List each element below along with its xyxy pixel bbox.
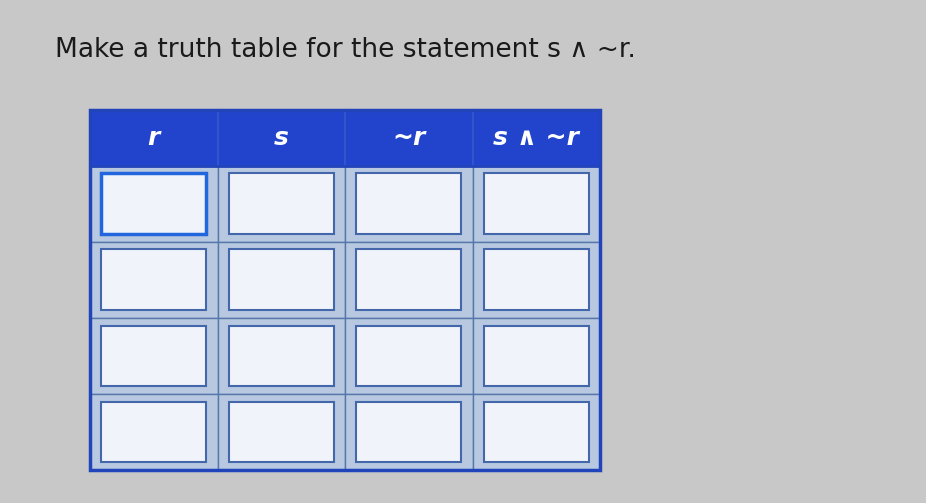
- Bar: [218, 166, 345, 242]
- FancyBboxPatch shape: [484, 325, 589, 386]
- Bar: [472, 242, 600, 318]
- Text: s ∧ ~r: s ∧ ~r: [494, 126, 580, 150]
- FancyBboxPatch shape: [229, 249, 333, 310]
- Bar: [218, 242, 345, 318]
- Text: s: s: [274, 126, 289, 150]
- Bar: [345, 318, 472, 394]
- Bar: [472, 318, 600, 394]
- FancyBboxPatch shape: [102, 174, 206, 234]
- FancyBboxPatch shape: [357, 249, 461, 310]
- FancyBboxPatch shape: [102, 325, 206, 386]
- Text: ~r: ~r: [392, 126, 425, 150]
- FancyBboxPatch shape: [102, 401, 206, 462]
- Bar: [472, 394, 600, 470]
- Text: Make a truth table for the statement s ∧ ~r.: Make a truth table for the statement s ∧…: [55, 37, 636, 63]
- Bar: [218, 318, 345, 394]
- Bar: [90, 242, 218, 318]
- FancyBboxPatch shape: [229, 401, 333, 462]
- FancyBboxPatch shape: [484, 401, 589, 462]
- FancyBboxPatch shape: [229, 325, 333, 386]
- FancyBboxPatch shape: [357, 325, 461, 386]
- Bar: [218, 394, 345, 470]
- FancyBboxPatch shape: [229, 174, 333, 234]
- Bar: [90, 394, 218, 470]
- Bar: [345, 166, 472, 242]
- FancyBboxPatch shape: [484, 249, 589, 310]
- Bar: [90, 110, 600, 470]
- Bar: [345, 242, 472, 318]
- Bar: [472, 166, 600, 242]
- Bar: [90, 166, 218, 242]
- Text: r: r: [147, 126, 160, 150]
- FancyBboxPatch shape: [357, 174, 461, 234]
- FancyBboxPatch shape: [357, 401, 461, 462]
- Bar: [90, 318, 218, 394]
- Bar: [90, 110, 600, 166]
- Bar: [90, 110, 600, 470]
- Bar: [345, 394, 472, 470]
- FancyBboxPatch shape: [484, 174, 589, 234]
- FancyBboxPatch shape: [102, 249, 206, 310]
